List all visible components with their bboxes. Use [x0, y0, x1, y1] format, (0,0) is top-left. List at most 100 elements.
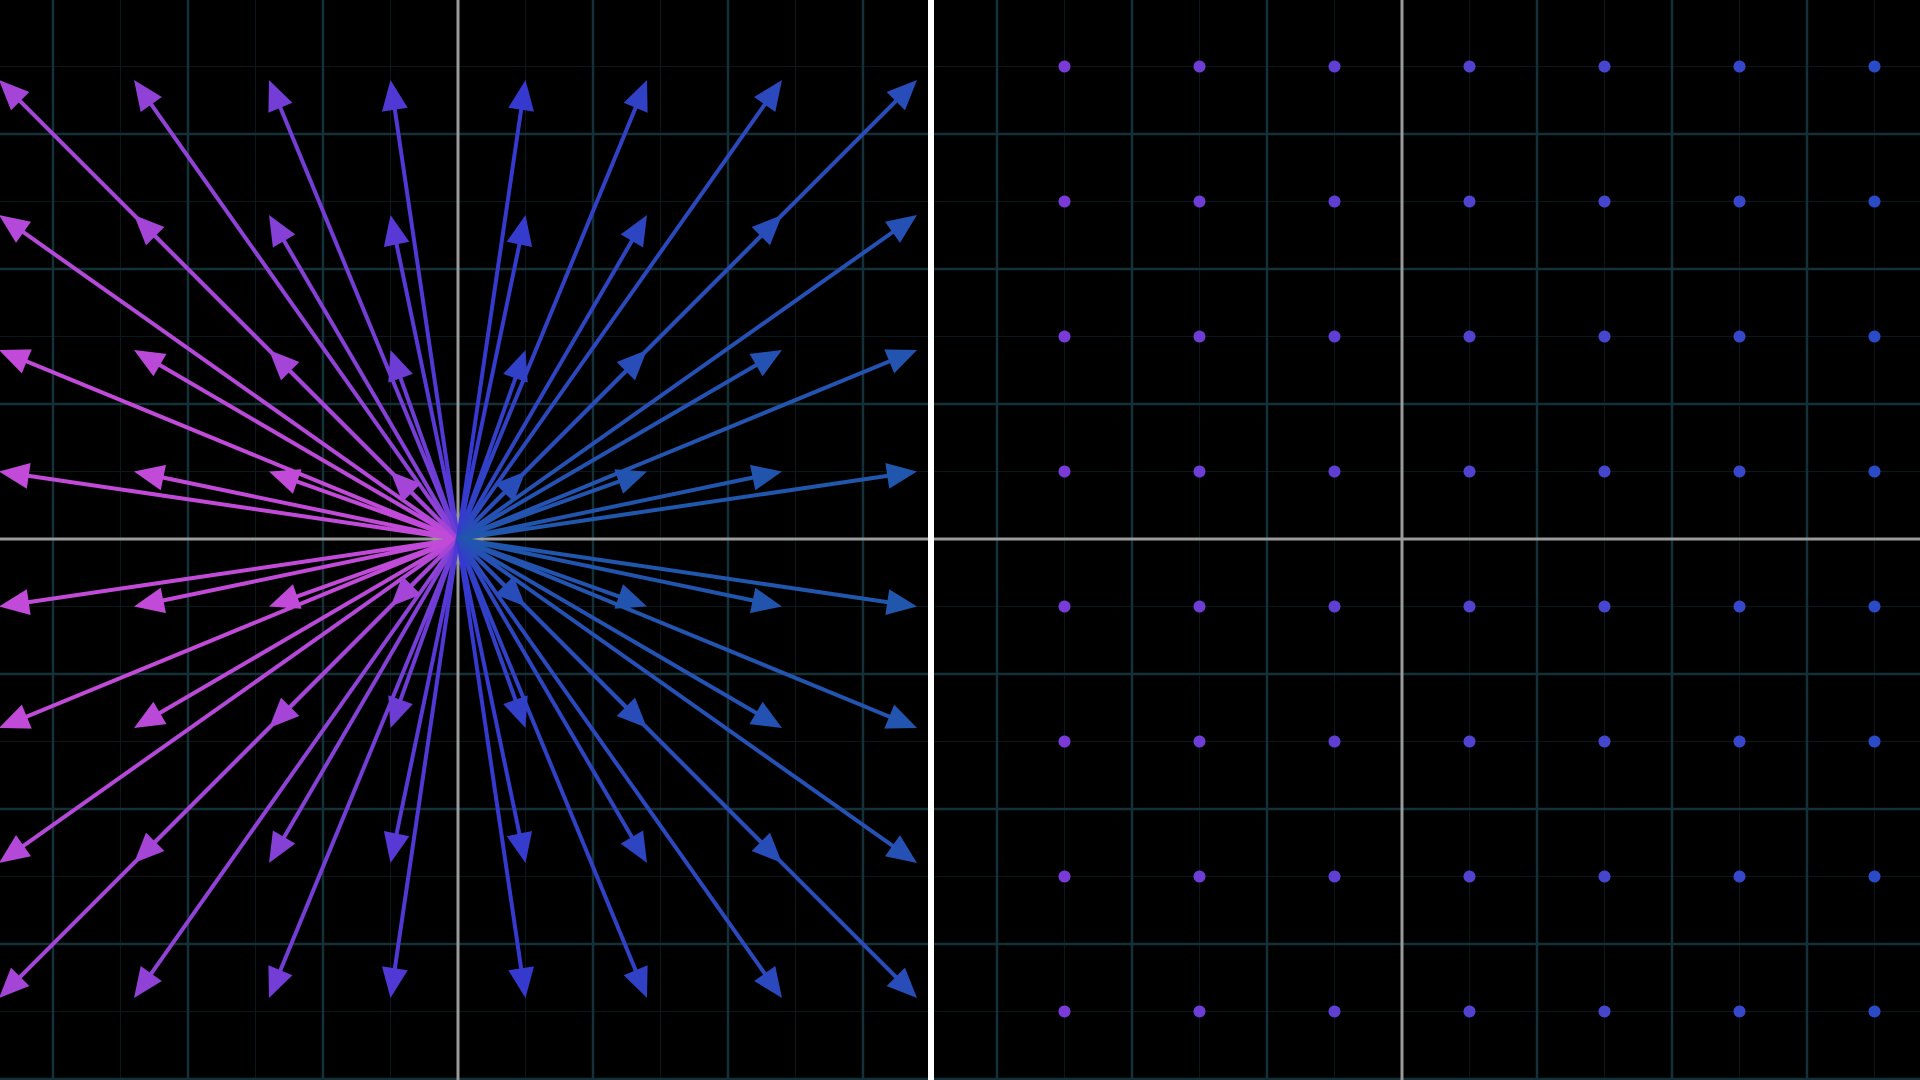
zero-field-plot	[934, 0, 1920, 1080]
arrow-head	[506, 215, 533, 247]
arrow-head	[749, 350, 782, 377]
zero-field-panel	[934, 0, 1920, 1080]
field-arrow	[269, 537, 460, 863]
field-arrow	[388, 350, 460, 541]
arrow-head	[886, 80, 917, 111]
field-dot	[1733, 870, 1746, 883]
field-dot	[1328, 600, 1341, 613]
arrow-head	[269, 830, 296, 863]
arrow-head	[623, 965, 648, 998]
field-dot	[1868, 330, 1881, 343]
arrow-head	[750, 587, 782, 614]
arrow-shaft	[456, 238, 634, 541]
arrow-head	[885, 215, 917, 243]
field-arrow	[0, 349, 460, 541]
arrow-shaft	[24, 359, 460, 541]
arrow-shaft	[398, 376, 460, 541]
arrow-head	[134, 832, 165, 863]
field-dot	[1733, 330, 1746, 343]
field-arrow	[456, 537, 782, 998]
arrow-shaft	[456, 537, 898, 979]
field-arrow	[456, 350, 782, 541]
arrow-head	[620, 215, 647, 248]
field-dot	[1463, 60, 1476, 73]
arrow-head	[508, 966, 534, 998]
field-arrow	[383, 215, 460, 541]
field-arrow	[456, 537, 917, 863]
field-dot	[1868, 735, 1881, 748]
arrow-head	[884, 349, 917, 374]
field-dot	[1328, 465, 1341, 478]
arrow-shaft	[161, 475, 460, 541]
arrow-shaft	[161, 537, 460, 603]
field-arrows	[0, 80, 917, 998]
field-arrow	[0, 537, 460, 615]
arrow-head	[269, 215, 296, 248]
arrow-head	[749, 701, 782, 728]
arrow-head	[383, 215, 410, 247]
field-dot	[1733, 1005, 1746, 1018]
arrow-shaft	[149, 537, 460, 976]
field-arrow	[390, 471, 460, 541]
field-arrow	[269, 537, 460, 609]
arrow-shaft	[456, 537, 634, 840]
field-dot	[1868, 870, 1881, 883]
arrow-head	[885, 835, 917, 863]
field-dot	[1463, 600, 1476, 613]
arrow-head	[0, 589, 31, 615]
arrow-head	[134, 215, 165, 246]
field-arrow	[456, 215, 647, 541]
panel-divider	[928, 0, 934, 1080]
arrow-shaft	[456, 537, 755, 603]
arrow-head	[268, 965, 293, 998]
field-arrow	[456, 215, 533, 541]
arrow-shaft	[392, 107, 460, 541]
field-arrow	[456, 537, 917, 615]
field-arrow	[456, 537, 917, 729]
arrow-head	[503, 695, 528, 728]
arrow-shaft	[26, 473, 460, 541]
arrow-head	[382, 80, 408, 112]
arrow-head	[884, 704, 917, 729]
field-dot	[1598, 870, 1611, 883]
field-dot	[1598, 195, 1611, 208]
field-dot	[1193, 195, 1206, 208]
arrow-head	[269, 469, 302, 494]
field-arrow	[456, 215, 917, 541]
arrow-head	[388, 350, 413, 383]
radial-field-plot	[0, 0, 928, 1080]
field-dot	[1193, 735, 1206, 748]
field-dot	[1058, 465, 1071, 478]
arrow-head	[383, 831, 410, 863]
field-dot	[1328, 60, 1341, 73]
arrow-shaft	[157, 537, 460, 715]
arrow-shaft	[456, 537, 524, 971]
radial-field-panel	[0, 0, 928, 1080]
arrow-head	[134, 701, 167, 728]
field-arrow	[456, 537, 533, 863]
arrow-shaft	[394, 537, 460, 836]
arrow-shaft	[149, 102, 460, 541]
field-dot	[1463, 330, 1476, 343]
field-dot	[1463, 870, 1476, 883]
field-dot	[1193, 465, 1206, 478]
field-arrow	[456, 80, 917, 541]
field-dot	[1328, 870, 1341, 883]
field-arrow	[456, 537, 534, 998]
field-dot	[1868, 600, 1881, 613]
field-dot	[1328, 195, 1341, 208]
arrow-shaft	[456, 105, 638, 541]
arrow-shaft	[456, 242, 522, 541]
arrow-head	[750, 464, 782, 491]
field-arrow	[268, 537, 460, 998]
field-dot	[1058, 735, 1071, 748]
field-dot	[1733, 60, 1746, 73]
arrow-shaft	[456, 537, 892, 719]
arrow-shaft	[456, 102, 767, 541]
field-dot	[1193, 330, 1206, 343]
field-dot	[1868, 465, 1881, 478]
field-arrow	[456, 80, 534, 541]
arrow-shaft	[295, 537, 460, 599]
field-arrow	[388, 537, 460, 728]
arrow-shaft	[26, 537, 460, 605]
